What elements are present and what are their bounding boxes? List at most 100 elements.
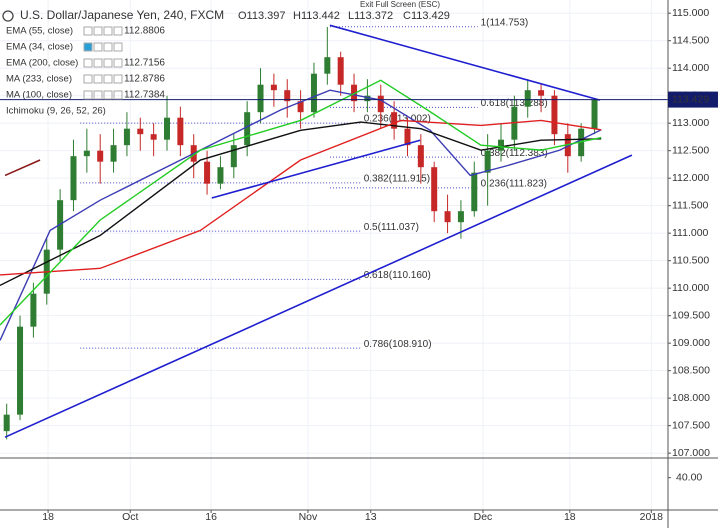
candle-body (471, 172, 478, 212)
ohlc-readout: C113.429 (403, 10, 450, 22)
fib-label: 0.786(108.910) (364, 339, 432, 350)
candle-body (110, 145, 117, 162)
legend-label: EMA (34, close) (6, 42, 73, 53)
fib-label: 0.618(110.160) (364, 270, 431, 281)
legend-label: MA (100, close) (6, 90, 72, 101)
legend-button[interactable] (103, 58, 113, 68)
candle-body (431, 167, 438, 212)
candle-body (484, 150, 491, 173)
candle-body (137, 128, 144, 135)
plot: 1(114.753)0.618(113.288)0.382(112.383)0.… (0, 17, 668, 440)
legend-button[interactable] (103, 26, 113, 36)
legend-button[interactable] (93, 74, 103, 84)
legend-button[interactable] (113, 42, 123, 52)
candle-body (524, 90, 531, 107)
legend-value: 112.8806 (124, 26, 165, 37)
x-tick-label: 16 (205, 511, 217, 523)
exit-hint[interactable]: Exit Full Screen (ESC) (360, 0, 440, 9)
x-tick-label: Nov (299, 511, 318, 523)
legend-button[interactable] (113, 58, 123, 68)
trendline (211, 139, 421, 199)
legend-button[interactable] (93, 26, 103, 36)
candle-body (310, 73, 317, 113)
x-tick-label: Oct (122, 511, 138, 523)
candle-body (150, 134, 157, 140)
trendline (4, 154, 633, 438)
fib-label: 0.5(111.037) (364, 222, 419, 233)
legend-button[interactable] (93, 42, 103, 52)
legend-button[interactable] (83, 42, 93, 52)
legend-label: EMA (200, close) (6, 58, 78, 69)
last-price-label: 113.429 (672, 93, 709, 105)
y-tick-label: 110.500 (672, 254, 709, 266)
y-tick-label: 114.000 (672, 62, 709, 74)
candle-body (123, 128, 130, 146)
ohlc-readout: L113.372 (348, 10, 393, 22)
ohlc-readout: O113.397 (238, 10, 286, 22)
y-tick-label: 111.500 (672, 199, 709, 211)
y-tick-label: 111.000 (672, 227, 709, 239)
legend-button[interactable] (83, 74, 93, 84)
candle-body (177, 117, 184, 146)
legend-button[interactable] (93, 58, 103, 68)
candle-body (17, 326, 24, 415)
y-tick-label: 109.000 (672, 337, 710, 349)
candle-body (391, 112, 398, 129)
legend-button[interactable] (113, 74, 123, 84)
candle-body (404, 128, 411, 146)
candle-body (364, 95, 371, 102)
trendline (329, 24, 601, 101)
legend-button[interactable] (93, 90, 103, 100)
legend-button[interactable] (113, 90, 123, 100)
legend-button[interactable] (103, 90, 113, 100)
candle-body (270, 84, 277, 91)
y-tick-label: 114.500 (672, 34, 709, 46)
legend-button[interactable] (103, 42, 113, 52)
candle-body (284, 90, 291, 102)
legend-button[interactable] (113, 26, 123, 36)
fib-label: 1(114.753) (481, 17, 529, 28)
candle-body (377, 95, 384, 113)
candle-body (417, 145, 424, 168)
y-tick-label: 109.500 (672, 309, 710, 321)
ma-line (0, 121, 602, 287)
candle-body (498, 139, 504, 151)
candle-body (591, 99, 598, 129)
candle-body (324, 57, 331, 74)
legend-label: MA (233, close) (6, 74, 72, 85)
y-tick-label: 110.000 (672, 282, 709, 294)
y-tick-label: 108.000 (672, 392, 710, 404)
legend-button[interactable] (83, 90, 93, 100)
chart-title: U.S. Dollar/Japanese Yen, 240, FXCM (20, 8, 224, 22)
x-tick-label: 13 (365, 511, 377, 523)
candle-body (3, 414, 10, 432)
ma-line (0, 79, 602, 326)
legend-button[interactable] (83, 58, 93, 68)
candle-body (257, 84, 264, 113)
x-tick-label: Dec (474, 511, 493, 523)
y-tick-label: 113.000 (672, 117, 709, 129)
legend-label: EMA (55, close) (6, 26, 73, 37)
legend-button[interactable] (83, 26, 93, 36)
legend-button[interactable] (103, 74, 113, 84)
candle-body (70, 156, 77, 201)
legend-label: Ichimoku (9, 26, 52, 26) (6, 106, 106, 117)
candle-body (230, 145, 237, 168)
collapse-icon[interactable] (2, 10, 14, 22)
candle-body (217, 167, 224, 184)
candle-body (30, 293, 37, 327)
y-tick-label: 112.500 (672, 144, 709, 156)
last-price-box (668, 91, 718, 108)
legend-value: 112.8786 (124, 74, 165, 85)
fib-label: 0.236(113.002) (364, 114, 431, 125)
y-tick-label: 107.500 (672, 419, 710, 431)
candle-body (457, 211, 464, 223)
y-tick-label: 115.000 (672, 7, 709, 19)
x-tick-label: 18 (42, 511, 54, 523)
candle-body (97, 150, 104, 162)
x-tick-label: 18 (564, 511, 576, 523)
candle-body (297, 101, 304, 113)
y-tick-label: 112.000 (672, 172, 709, 184)
